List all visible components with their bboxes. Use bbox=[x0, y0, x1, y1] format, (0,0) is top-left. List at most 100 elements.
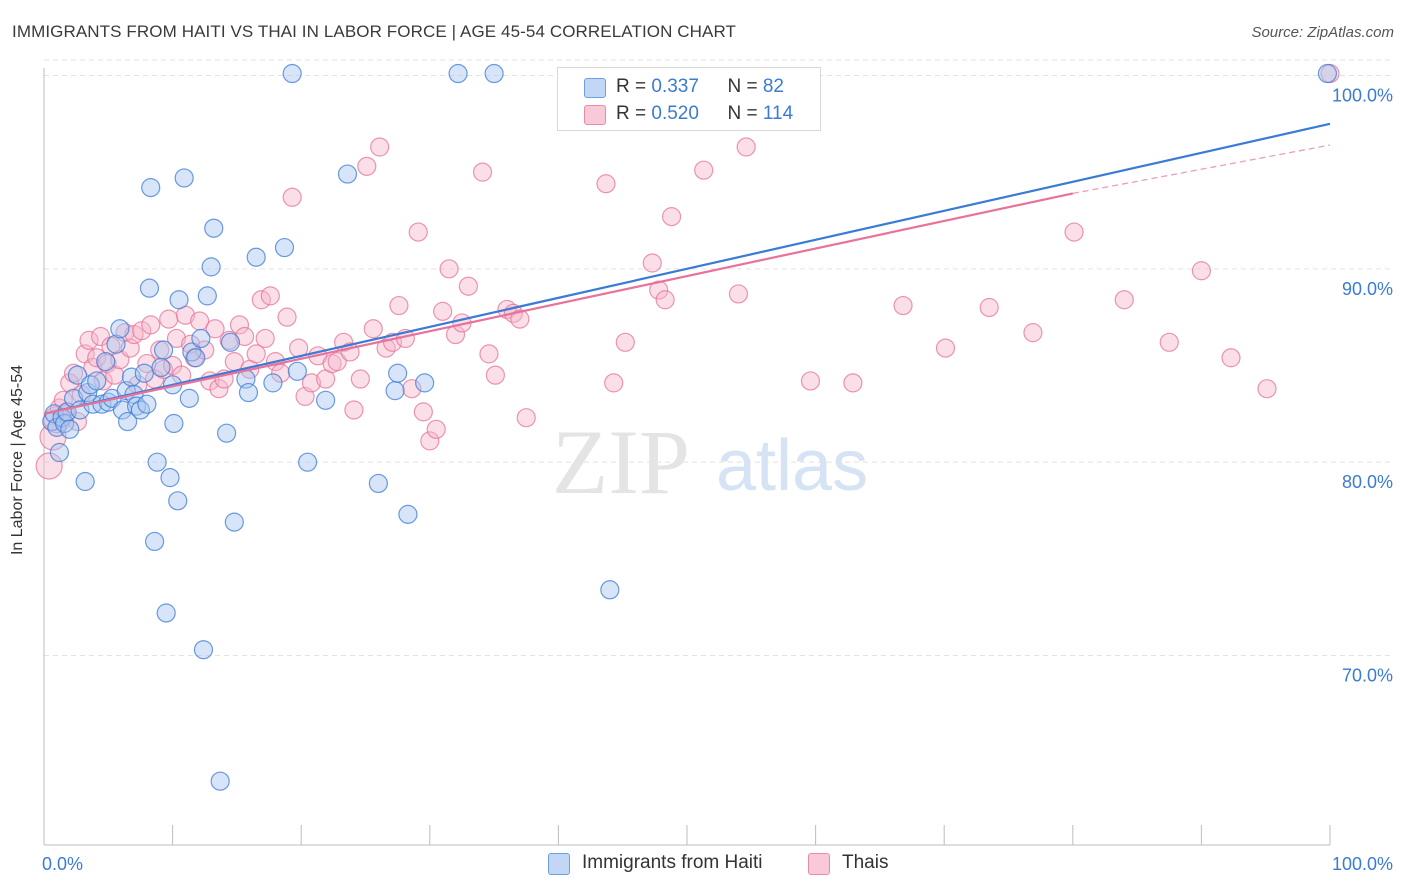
haiti-point bbox=[398, 504, 418, 524]
haiti-point bbox=[153, 340, 174, 360]
thais-point bbox=[800, 371, 821, 391]
thais-point bbox=[843, 373, 863, 393]
haiti-point bbox=[168, 491, 188, 511]
haiti-point bbox=[156, 603, 176, 623]
haiti-point bbox=[238, 382, 259, 403]
thais-point bbox=[615, 332, 635, 352]
thais-point bbox=[235, 326, 255, 347]
x-tick-label: 100.0% bbox=[1332, 854, 1393, 874]
haiti-point bbox=[151, 357, 171, 378]
y-tick-label: 80.0% bbox=[1342, 472, 1393, 492]
legend-haiti-swatch bbox=[548, 853, 570, 875]
y-axis-label: In Labor Force | Age 45-54 bbox=[9, 364, 26, 556]
haiti-point bbox=[106, 334, 126, 354]
thais-point bbox=[433, 301, 453, 321]
thais-r-value: 0.520 bbox=[651, 103, 699, 124]
haiti-point bbox=[224, 512, 244, 532]
thais-point bbox=[282, 187, 302, 207]
haiti-point bbox=[87, 371, 107, 391]
legend-haiti-label: Immigrants from Haiti bbox=[582, 852, 763, 873]
thais-point bbox=[472, 162, 493, 182]
thais-point bbox=[516, 408, 536, 428]
thais-point bbox=[1221, 348, 1241, 368]
grid-lines bbox=[44, 59, 1392, 657]
haiti-point bbox=[174, 168, 194, 188]
thais-point bbox=[159, 309, 179, 329]
thais-r-label: R = bbox=[616, 103, 652, 124]
thais-point bbox=[255, 328, 275, 349]
haiti-point bbox=[246, 247, 266, 267]
haiti-point bbox=[220, 332, 241, 352]
haiti-point bbox=[316, 390, 336, 410]
haiti-point bbox=[210, 771, 230, 791]
haiti-point bbox=[110, 319, 130, 339]
haiti-point bbox=[147, 452, 167, 472]
haiti-point bbox=[193, 640, 214, 660]
thais-point bbox=[1159, 332, 1179, 352]
thais-point bbox=[935, 338, 956, 358]
thais-swatch bbox=[584, 105, 606, 125]
thais-point bbox=[90, 326, 111, 347]
thais-point bbox=[1257, 379, 1277, 399]
legend-thais-swatch bbox=[808, 853, 830, 875]
haiti-point bbox=[282, 63, 302, 84]
haiti-point bbox=[368, 473, 388, 494]
thais-point bbox=[79, 330, 99, 350]
haiti-point bbox=[201, 257, 221, 277]
thais-point bbox=[327, 352, 347, 372]
thais-trend-extension bbox=[1072, 144, 1331, 195]
thais-point bbox=[389, 295, 409, 316]
thais-point bbox=[205, 319, 225, 339]
thais-point bbox=[979, 297, 999, 318]
thais-point bbox=[277, 307, 297, 327]
tick-labels: 70.0% 80.0% 90.0% 100.0% 0.0% 100.0% bbox=[42, 85, 1393, 874]
haiti-point bbox=[1317, 63, 1338, 84]
correlation-legend: R = 0.337 N = 82 R = 0.520 N = 114 bbox=[557, 67, 821, 131]
thais-point bbox=[413, 402, 433, 422]
haiti-point bbox=[298, 452, 318, 472]
haiti-point bbox=[197, 286, 217, 306]
legend-thais-label: Thais bbox=[842, 852, 889, 873]
thais-point bbox=[301, 373, 322, 393]
thais-point bbox=[642, 253, 662, 273]
thais-point bbox=[105, 365, 125, 385]
haiti-point bbox=[204, 218, 224, 238]
haiti-point bbox=[96, 352, 116, 372]
thais-n-value: 114 bbox=[762, 103, 794, 124]
thais-point bbox=[655, 290, 675, 310]
haiti-point bbox=[67, 365, 88, 385]
watermark-zip: ZIP bbox=[552, 411, 690, 513]
thais-point bbox=[458, 276, 478, 296]
thais-point bbox=[408, 222, 428, 242]
thais-point bbox=[510, 309, 530, 329]
haiti-point bbox=[141, 178, 161, 198]
haiti-r-label: R = bbox=[616, 76, 652, 97]
thais-point bbox=[479, 344, 499, 364]
haiti-point bbox=[139, 278, 160, 298]
thais-trend-line bbox=[43, 192, 1074, 415]
haiti-point bbox=[117, 411, 138, 432]
series-haiti bbox=[42, 63, 1338, 791]
haiti-point bbox=[217, 423, 237, 443]
haiti-point bbox=[600, 580, 620, 600]
haiti-swatch bbox=[584, 78, 606, 98]
haiti-point bbox=[385, 381, 405, 401]
thais-point bbox=[426, 419, 446, 439]
haiti-point bbox=[191, 328, 211, 349]
thais-point bbox=[344, 400, 364, 420]
haiti-point bbox=[415, 373, 435, 393]
thais-point bbox=[166, 328, 187, 349]
haiti-point bbox=[134, 363, 154, 383]
haiti-point bbox=[164, 413, 184, 434]
y-tick-label: 70.0% bbox=[1342, 666, 1393, 686]
thais-point bbox=[141, 315, 161, 335]
axes bbox=[43, 68, 1331, 846]
thais-point bbox=[229, 315, 250, 335]
haiti-n-value: 82 bbox=[762, 76, 784, 97]
y-tick-label: 90.0% bbox=[1342, 279, 1393, 299]
thais-point bbox=[728, 284, 749, 304]
thais-point bbox=[736, 137, 756, 157]
haiti-point bbox=[54, 413, 75, 434]
y-tick-label: 100.0% bbox=[1332, 85, 1393, 105]
